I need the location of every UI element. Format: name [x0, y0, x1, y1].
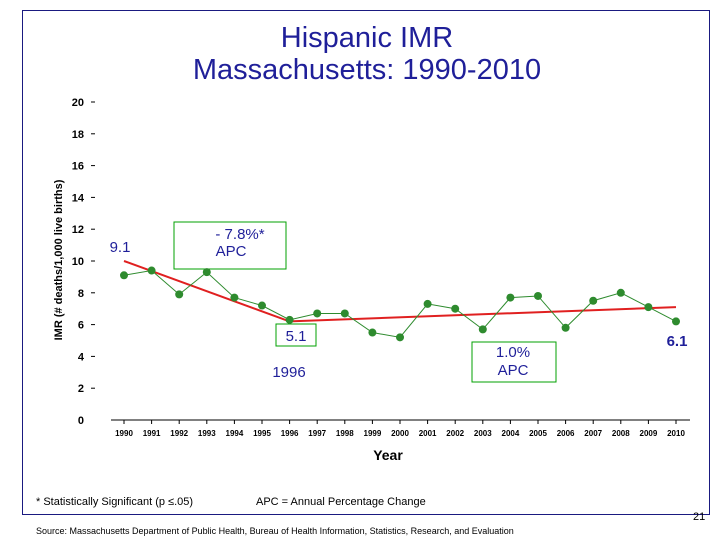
y-tick-label: 12 — [72, 224, 84, 236]
x-tick-label: 2008 — [612, 429, 630, 438]
x-tick-label: 2001 — [419, 429, 437, 438]
x-tick-label: 2006 — [557, 429, 575, 438]
y-axis-label: IMR (# deaths/1,000 live births) — [53, 179, 65, 340]
y-tick-label: 4 — [78, 351, 85, 363]
data-point — [368, 328, 377, 337]
data-point — [202, 268, 211, 277]
x-tick-label: 1997 — [308, 429, 326, 438]
y-tick-label: 18 — [72, 129, 84, 141]
x-tick-label: 1995 — [253, 429, 271, 438]
x-tick-label: 2000 — [391, 429, 409, 438]
data-point — [672, 317, 680, 326]
footnote-significance: * Statistically Significant (p ≤.05) — [36, 496, 194, 508]
data-point — [340, 309, 349, 318]
data-point — [147, 266, 156, 275]
y-tick-label: 6 — [78, 320, 84, 332]
x-tick-label: 2003 — [474, 429, 492, 438]
page-number: 21 — [693, 511, 706, 523]
x-tick-label: 2009 — [640, 429, 658, 438]
x-tick-label: 1992 — [170, 429, 188, 438]
low-value-box — [275, 323, 317, 347]
x-tick-label: 1998 — [336, 429, 354, 438]
x-tick-label: 2002 — [446, 429, 464, 438]
data-point — [396, 333, 404, 342]
apc2-label: APC — [498, 362, 529, 379]
data-point — [589, 296, 598, 305]
data-point — [313, 309, 322, 318]
y-tick-label: 14 — [72, 192, 85, 204]
x-tick-label: 1996 — [281, 429, 299, 438]
x-tick-label: 2007 — [584, 429, 602, 438]
chart-title-line2: Massachusetts: 1990-2010 — [192, 54, 542, 86]
footnote-apc: APC = Annual Percentage Change — [256, 496, 426, 508]
chart-axes — [111, 419, 690, 424]
y-tick-label: 2 — [78, 383, 84, 395]
apc2-box — [471, 341, 557, 383]
apc2-value: 1.0% — [496, 344, 530, 361]
y-tick-labels: 0 2 4 6 8 10 12 14 16 18 20 — [72, 97, 95, 427]
data-point — [561, 323, 570, 332]
low-year-label: 1996 — [272, 364, 305, 381]
observed-series-markers — [120, 266, 680, 342]
y-tick-label: 20 — [72, 97, 84, 109]
end-value-label: 6.1 — [667, 333, 688, 350]
y-tick-label: 8 — [78, 288, 84, 300]
data-point — [478, 325, 487, 334]
apc1-box — [173, 221, 287, 270]
x-axis-label: Year — [373, 447, 403, 463]
y-tick-label: 16 — [72, 161, 84, 173]
data-point — [451, 304, 460, 313]
x-tick-label: 2004 — [502, 429, 520, 438]
start-value-label: 9.1 — [110, 239, 131, 256]
data-point — [120, 271, 128, 280]
x-tick-label: 1993 — [198, 429, 216, 438]
data-point — [423, 299, 432, 308]
x-tick-label: 2005 — [529, 429, 547, 438]
y-tick-label: 0 — [78, 415, 84, 427]
source-note: Source: Massachusetts Department of Publ… — [36, 526, 514, 536]
data-point — [506, 293, 515, 302]
data-point — [230, 293, 239, 302]
slide-frame — [22, 10, 710, 515]
apc1-value: - 7.8%* — [215, 226, 264, 243]
data-point — [616, 288, 625, 297]
chart-title-line1: Hispanic IMR — [280, 22, 454, 54]
data-point — [175, 290, 184, 299]
x-tick-label: 1999 — [364, 429, 382, 438]
x-tick-label: 2010 — [667, 429, 685, 438]
apc1-label: APC — [216, 243, 247, 260]
data-point — [258, 301, 266, 310]
x-tick-label: 1994 — [226, 429, 244, 438]
y-tick-label: 10 — [72, 256, 84, 268]
chart-title: Hispanic IMR Massachusetts: 1990-2010 — [0, 22, 720, 86]
trend-segment — [289, 306, 677, 323]
x-tick-label: 1990 — [115, 429, 133, 438]
low-value-label: 5.1 — [286, 328, 307, 345]
data-point — [285, 315, 294, 324]
x-tick-label: 1991 — [143, 429, 161, 438]
data-point — [644, 303, 653, 312]
data-point — [534, 291, 542, 300]
x-tick-labels: 1990 1991 1992 1993 1994 1995 1996 1997 1998 1999… — [115, 429, 685, 438]
